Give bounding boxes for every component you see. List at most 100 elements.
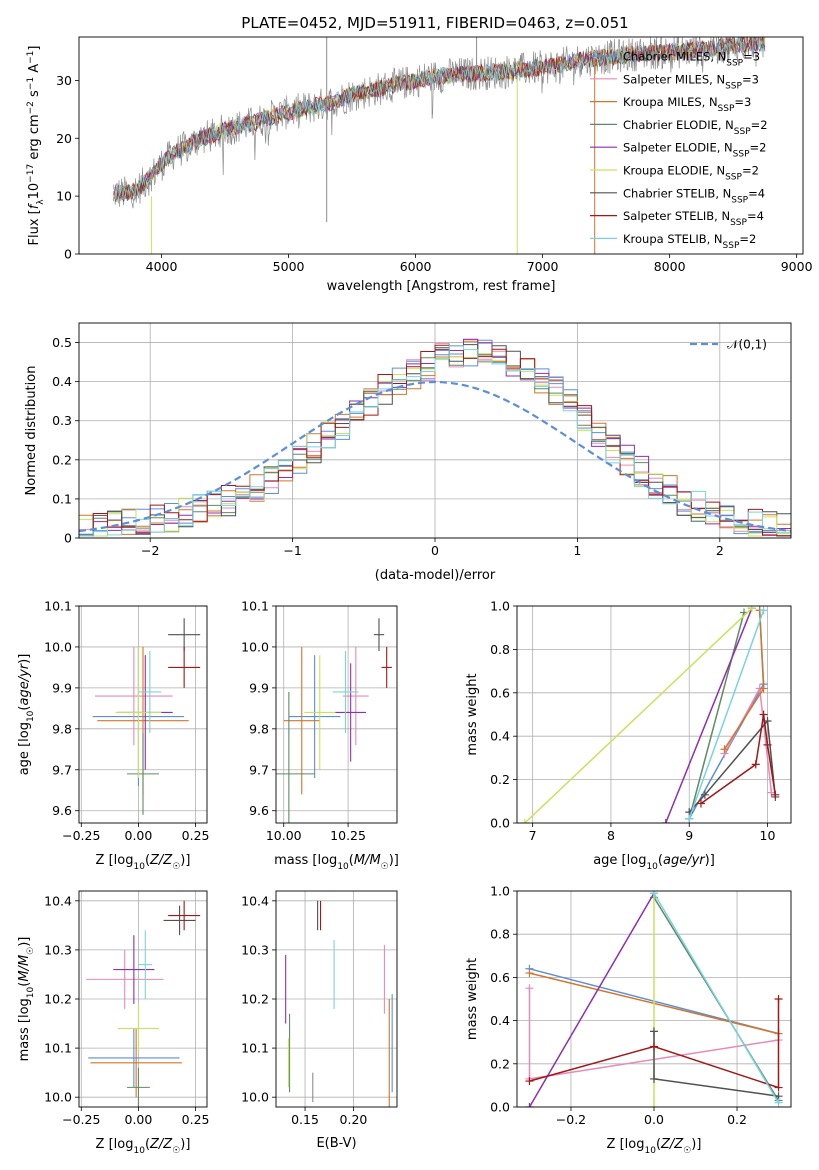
plot-area bbox=[79, 338, 791, 537]
weight-marker bbox=[774, 1098, 783, 1107]
plot-area bbox=[92, 618, 201, 815]
weight-line-1 bbox=[723, 686, 773, 793]
y-tick-label: 0.4 bbox=[490, 1013, 510, 1028]
weight-marker bbox=[520, 819, 529, 823]
x-tick-label: 8 bbox=[607, 828, 615, 843]
y-tick-label: 10.4 bbox=[44, 893, 72, 908]
x-tick-label: −0.2 bbox=[556, 1112, 586, 1127]
weight-marker bbox=[747, 606, 756, 613]
axes-frame bbox=[275, 605, 398, 824]
weight-line-4 bbox=[665, 607, 753, 823]
panel-spectrum: 4000 5000 6000 7000 8000 9000 0 10 20 30 Chabrier … bbox=[26, 36, 813, 294]
x-axis-label: (data-model)/error bbox=[375, 568, 496, 583]
label-part: Z/Z bbox=[149, 853, 173, 868]
label-part: =2 bbox=[751, 118, 768, 132]
weight-marker bbox=[685, 814, 694, 823]
y-tick-label: 9.8 bbox=[52, 721, 72, 736]
label-part: Salpeter ELODIE, N bbox=[623, 141, 733, 155]
axes-frame bbox=[78, 36, 804, 255]
legend-entry: Salpeter STELIB, NSSP=4 bbox=[623, 209, 764, 228]
label-part: 10 bbox=[337, 862, 349, 872]
x-tick-label: 0.25 bbox=[182, 1112, 210, 1127]
label-part: =2 bbox=[742, 164, 759, 178]
label-part: SSP bbox=[734, 127, 751, 137]
label-part: Z/Z bbox=[149, 1137, 173, 1152]
label-part: ] bbox=[27, 46, 42, 51]
legend-entry: Kroupa STELIB, NSSP=2 bbox=[623, 232, 756, 251]
y-tick-label: 0.0 bbox=[490, 816, 510, 831]
legend-entry: Kroupa MILES, NSSP=3 bbox=[623, 95, 751, 114]
y-tick-label: 9.7 bbox=[52, 762, 72, 777]
label-part: f bbox=[27, 202, 42, 209]
y-tick-label: 10.4 bbox=[241, 893, 269, 908]
legend-entry: Chabrier MILES, NSSP=3 bbox=[623, 50, 760, 69]
y-tick-label: 10.1 bbox=[241, 599, 269, 614]
plot-area bbox=[276, 618, 392, 823]
label-part: SSP bbox=[725, 173, 742, 183]
weight-marker bbox=[650, 1042, 658, 1051]
y-tick-label: 10.2 bbox=[241, 992, 269, 1007]
x-tick-label: −2 bbox=[141, 543, 159, 558]
y-tick-label: 10.1 bbox=[44, 1041, 72, 1056]
label-part: )] bbox=[389, 853, 399, 868]
label-part: M/M bbox=[354, 853, 381, 868]
x-tick-label: 0.20 bbox=[340, 1112, 368, 1127]
weight-marker bbox=[759, 606, 768, 615]
y-tick-label: 0 bbox=[64, 531, 72, 546]
weight-marker bbox=[650, 1103, 658, 1107]
weight-line-8 bbox=[653, 892, 780, 1104]
label-part: =2 bbox=[750, 141, 767, 155]
label-part: Salpeter STELIB, N bbox=[623, 209, 730, 223]
x-axis-label: E(B-V) bbox=[316, 1136, 356, 1151]
x-tick-label: 8000 bbox=[654, 259, 686, 274]
panel-age_vs_Z: −0.25 0.00 0.259.69.79.89.910.010.1Z [log1… bbox=[17, 599, 209, 873]
x-tick-label: 10 bbox=[760, 828, 776, 843]
label-part: age [log bbox=[593, 853, 646, 868]
weight-marker bbox=[696, 799, 705, 808]
label-part: λ bbox=[36, 199, 46, 205]
label-part: SSP bbox=[731, 195, 748, 205]
label-part: )] bbox=[705, 853, 715, 868]
label-part: ( bbox=[17, 706, 32, 711]
label-part: SSP bbox=[723, 241, 740, 251]
legend-entry: Chabrier STELIB, NSSP=4 bbox=[623, 186, 765, 205]
y-tick-label: 0 bbox=[64, 247, 72, 262]
plot-area bbox=[112, 37, 766, 254]
y-tick-label: 0.8 bbox=[490, 927, 510, 942]
x-tick-label: 9 bbox=[685, 828, 693, 843]
x-axis-label: wavelength [Angstrom, rest frame] bbox=[327, 279, 556, 294]
label-part: mass [log bbox=[274, 853, 337, 868]
label-part: 10 bbox=[646, 862, 658, 872]
label-part: 10 bbox=[26, 986, 36, 998]
y-tick-label: 10.0 bbox=[44, 639, 72, 654]
y-axis-label: age [log10(age/yr)] bbox=[17, 654, 36, 776]
plot-area bbox=[525, 891, 783, 1107]
x-axis-label: Z [log10(Z/Z☉)] bbox=[96, 853, 191, 872]
legend-entry: Kroupa ELODIE, NSSP=2 bbox=[623, 164, 759, 183]
y-tick-label: 9.7 bbox=[249, 762, 269, 777]
label-part: 10 bbox=[644, 1146, 656, 1156]
panel-weight_vs_Z: −0.2 0.0 0.2 0.0 0.2 0.4 0.6 0.8 1.0 Z [log10(Z/Z… bbox=[465, 884, 792, 1156]
y-tick-label: 10.1 bbox=[44, 599, 72, 614]
y-tick-label: 10 bbox=[56, 189, 72, 204]
label-part: =3 bbox=[734, 95, 751, 109]
label-part: SSP bbox=[726, 59, 743, 69]
label-part: Kroupa ELODIE, N bbox=[623, 164, 725, 178]
legend-entry: Chabrier ELODIE, NSSP=2 bbox=[623, 118, 768, 137]
label-part: 10 bbox=[133, 862, 145, 872]
x-tick-label: 9000 bbox=[781, 259, 813, 274]
label-part: A bbox=[27, 64, 42, 77]
weight-marker bbox=[720, 745, 729, 754]
y-tick-label: 0.4 bbox=[490, 729, 510, 744]
y-tick-label: 10.0 bbox=[241, 1090, 269, 1105]
label-part: erg cm bbox=[27, 114, 42, 163]
weight-marker bbox=[650, 1074, 658, 1083]
label-part: =3 bbox=[742, 72, 759, 86]
label-part: )] bbox=[180, 853, 190, 868]
legend-entry: Salpeter ELODIE, NSSP=2 bbox=[623, 141, 766, 160]
y-tick-label: 1.0 bbox=[490, 599, 510, 614]
label-part: ☉ bbox=[381, 862, 389, 872]
x-tick-label: 7000 bbox=[527, 259, 559, 274]
x-tick-label: −1 bbox=[283, 543, 301, 558]
